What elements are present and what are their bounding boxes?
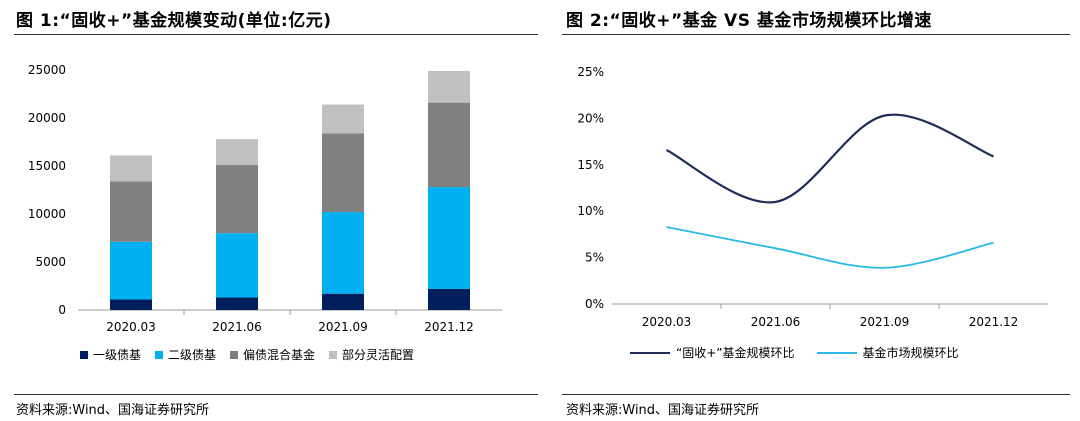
bar-legend-swatch [230,350,239,359]
line-legend-label: “固收+”基金规模环比 [676,346,795,360]
bar-y-tick-label: 10000 [28,207,66,221]
bar-segment [322,293,364,310]
bar-segment [110,241,152,300]
bar-segment [428,102,470,188]
bar-legend-item: 偏债混合基金 [230,346,315,363]
line-legend-item: 基金市场规模环比 [816,344,959,361]
bar-legend-item: 一级债基 [80,346,141,363]
line-series-1 [666,113,994,204]
bar-legend-item: 部分灵活配置 [329,346,414,363]
line-x-tick-label: 2020.03 [642,315,692,329]
bar-segment [110,155,152,182]
bar-segment [216,165,258,234]
line-y-tick-label: 20% [577,111,604,125]
line-legend-swatch [816,351,857,354]
bar-segment [428,187,470,289]
bar-legend-label: 偏债混合基金 [243,348,316,362]
left-chart-title: 图 1:“固收+”基金规模变动(单位:亿元) [16,11,332,31]
bar-y-tick-label: 20000 [28,111,66,125]
bar-legend-swatch [155,350,164,359]
line-legend-label: 基金市场规模环比 [862,346,959,360]
bar-y-tick-label: 15000 [28,159,66,173]
bar-y-tick-label: 5000 [35,255,66,269]
line-legend-swatch [630,351,670,354]
bar-y-tick-label: 0 [58,303,66,317]
bar-x-tick-label: 2021.12 [424,320,474,334]
bar-legend-label: 部分灵活配置 [342,348,415,362]
line-y-tick-label: 10% [577,204,604,218]
line-x-tick-label: 2021.12 [969,315,1019,329]
bar-y-tick-label: 25000 [28,63,66,77]
bar-segment [428,70,470,103]
bar-segment [322,212,364,294]
line-chart-legend: “固收+”基金规模环比 基金市场规模环比 [630,344,981,361]
bar-segment [216,297,258,310]
bar-segment [428,288,470,310]
right-source-note: 资料来源:Wind、国海证券研究所 [566,403,760,418]
bar-legend-label: 二级债基 [168,348,217,362]
left-source-rule [14,394,538,395]
bar-segment [110,299,152,310]
bar-x-tick-label: 2020.03 [106,320,156,334]
line-chart: 0% 5% 10% 15% 20% 25% 2020.03 2021.06 2021.09 202… [577,65,1048,329]
bar-legend-swatch [80,350,88,359]
bar-chart-legend: 一级债基 二级债基 偏债混合基金 部分灵活配置 [80,346,428,363]
bar-segment [110,181,152,242]
bar-legend-swatch [329,350,338,359]
bar-segment [322,104,364,134]
bar-x-tick-label: 2021.06 [212,320,262,334]
bar-segment [322,133,364,213]
bar-legend-item: 二级债基 [155,346,216,363]
stacked-bar-chart: 0 5000 10000 15000 20000 25000 2020.03 2021.06 2… [28,63,502,334]
line-y-tick-label: 25% [577,65,604,79]
right-chart-title: 图 2:“固收+”基金 VS 基金市场规模环比增速 [566,11,932,31]
line-x-tick-label: 2021.09 [860,315,910,329]
line-legend-item: “固收+”基金规模环比 [630,344,795,361]
line-y-tick-label: 0% [585,297,604,311]
bar-x-tick-label: 2021.09 [318,320,368,334]
left-title-rule [14,34,538,35]
right-source-rule [562,394,1070,395]
bar-segment [216,233,258,298]
left-source-note: 资料来源:Wind、国海证券研究所 [16,403,210,418]
line-y-tick-label: 5% [585,251,604,265]
bar-legend-label: 一级债基 [93,348,142,362]
bar-segment [216,139,258,166]
line-y-tick-label: 15% [577,158,604,172]
right-title-rule [562,34,1070,35]
line-series-2 [666,226,994,269]
line-x-tick-label: 2021.06 [751,315,801,329]
